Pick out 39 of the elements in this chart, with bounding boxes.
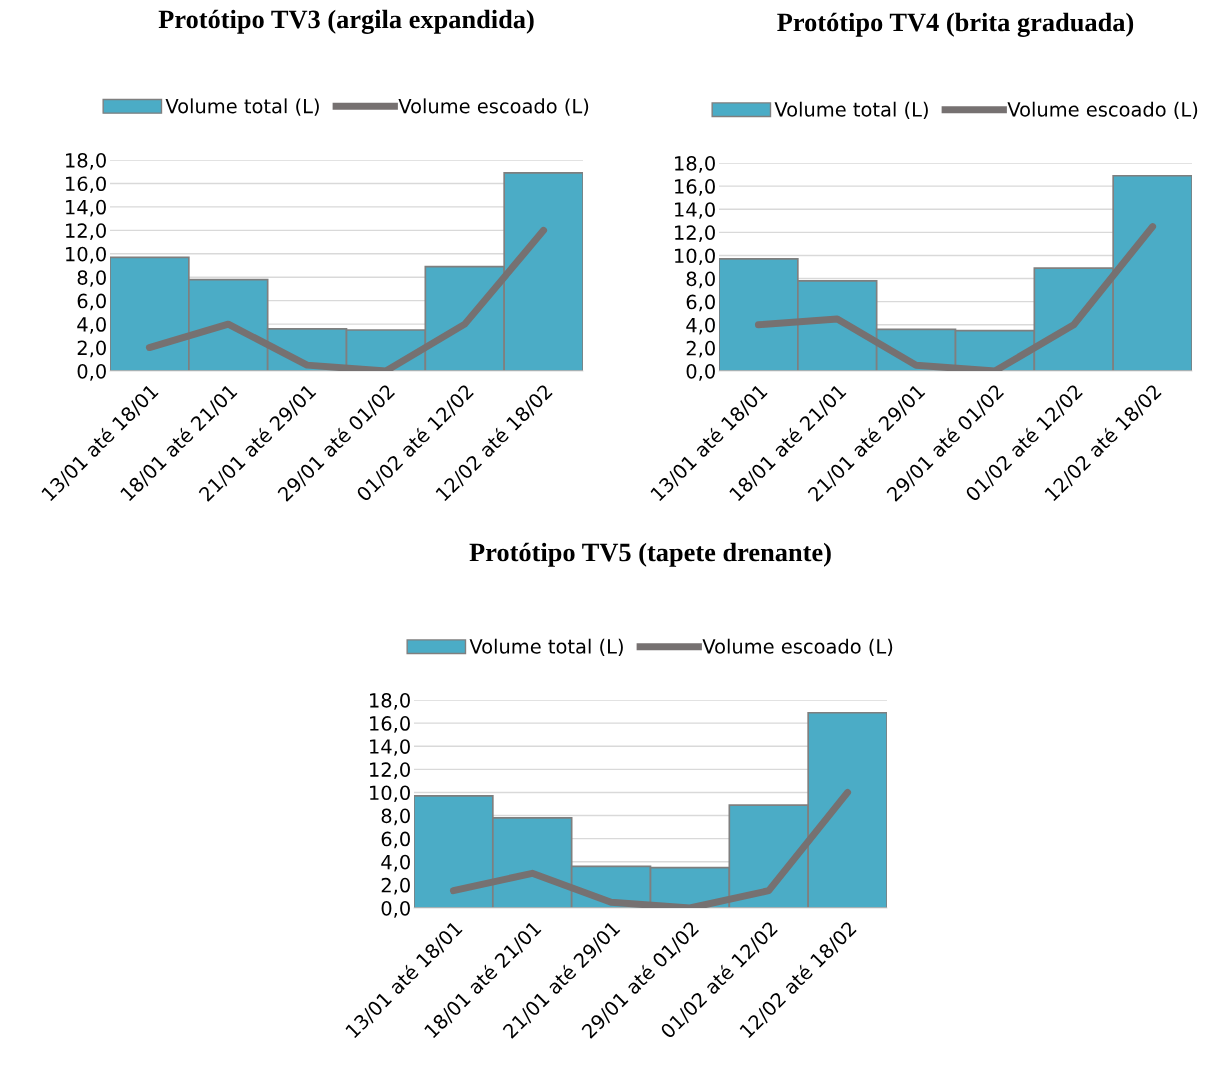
y-tick-label: 6,0 [77, 293, 106, 311]
y-tick-label: 2,0 [381, 877, 410, 895]
legend-label: Volume escoado (L) [702, 638, 893, 657]
y-tick-label: 4,0 [381, 854, 410, 872]
y-tick-label: 16,0 [675, 179, 715, 196]
legend-label: Volume total (L) [469, 638, 623, 657]
legend-label: Volume escoado (L) [398, 98, 589, 116]
y-tick-label: 10,0 [675, 248, 715, 266]
y-tick-label: 14,0 [66, 199, 106, 217]
legend-label: Volume total (L) [774, 101, 928, 120]
y-tick-label: 14,0 [675, 202, 715, 219]
y-tick-label: 8,0 [686, 271, 715, 289]
y-tick-label: 18,0 [66, 152, 106, 170]
y-tick-label: 12,0 [66, 223, 106, 240]
y-tick-label: 6,0 [381, 831, 410, 849]
y-tick-label: 18,0 [675, 155, 715, 173]
y-tick-label: 14,0 [370, 739, 410, 756]
y-tick-label: 10,0 [370, 785, 410, 803]
y-tick-label: 8,0 [77, 270, 106, 287]
y-tick-label: 10,0 [66, 246, 106, 264]
y-tick-label: 6,0 [686, 294, 715, 312]
y-tick-label: 4,0 [686, 317, 715, 335]
chart-title: Protótipo TV3 (argila expandida) [158, 9, 534, 34]
y-tick-label: 8,0 [381, 808, 410, 826]
chart-title: Protótipo TV4 (brita graduada) [777, 12, 1134, 37]
y-tick-label: 2,0 [77, 340, 106, 358]
chart-title: Protótipo TV5 (tapete drenante) [469, 542, 831, 567]
y-tick-label: 12,0 [370, 762, 410, 779]
y-tick-label: 18,0 [370, 692, 410, 710]
y-tick-label: 0,0 [381, 900, 410, 918]
y-tick-label: 12,0 [675, 225, 715, 242]
y-tick-label: 0,0 [77, 363, 106, 381]
y-tick-label: 2,0 [686, 340, 715, 358]
y-tick-label: 16,0 [66, 176, 106, 194]
y-tick-label: 4,0 [77, 317, 106, 334]
y-tick-label: 0,0 [686, 363, 715, 381]
legend-label: Volume escoado (L) [1007, 101, 1198, 120]
legend-label: Volume total (L) [165, 98, 319, 116]
y-tick-label: 16,0 [370, 716, 410, 733]
